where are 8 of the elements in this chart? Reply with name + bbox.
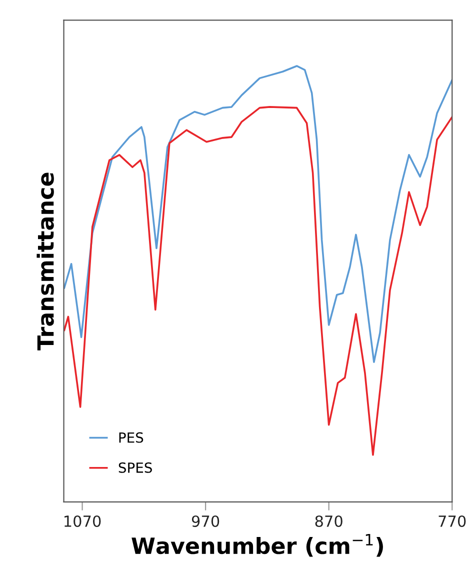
x-tick-label: 970 [192,515,220,528]
y-axis-title: Transmittance [36,172,54,350]
legend-label: PES [119,432,144,443]
x-tick-label: 770 [438,515,466,528]
x-tick-label: 1070 [64,515,101,528]
x-tick-label: 870 [315,515,342,528]
legend-label: SPES [118,462,152,473]
x-axis-title: Wavenumber (cm$^{−1}$) [132,534,383,557]
